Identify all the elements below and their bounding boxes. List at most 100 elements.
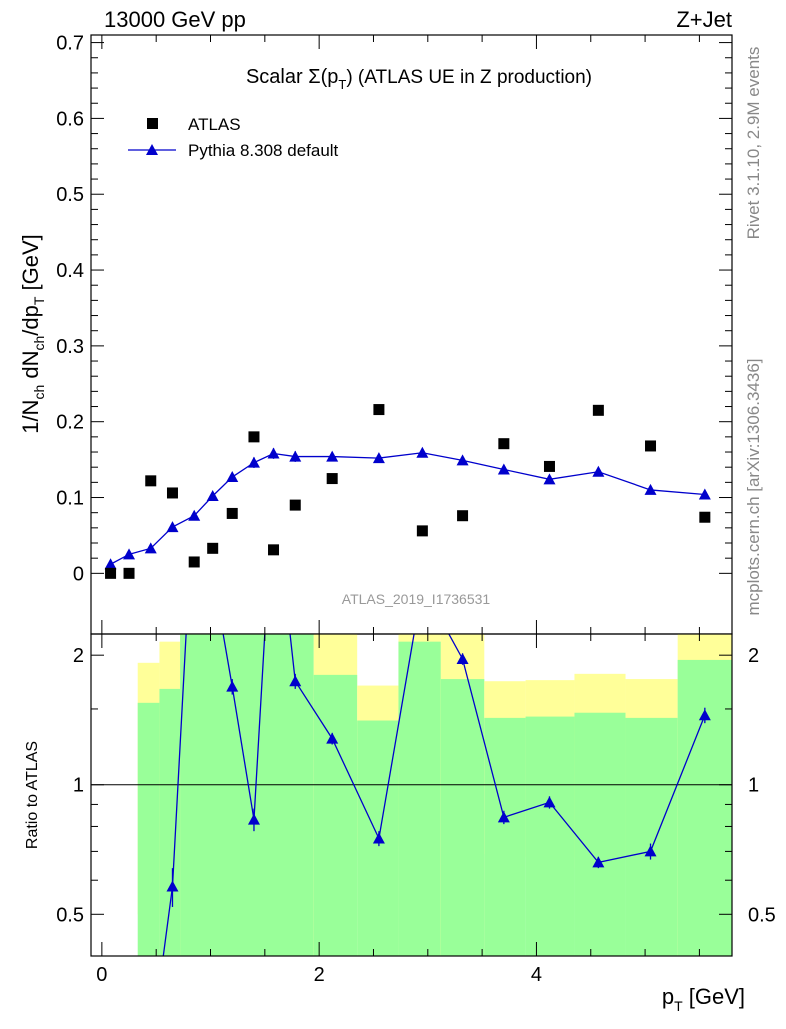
x-tick-label: 4 <box>531 964 542 986</box>
ylabel-s2: ch <box>31 336 47 351</box>
mc-point <box>104 558 117 570</box>
ratio-y-tick-label-right: 1 <box>748 775 759 797</box>
mc-point <box>543 473 556 485</box>
ratio-point <box>247 813 260 825</box>
main-title-a: Scalar Σ(p <box>246 66 338 88</box>
atlas-data-point <box>699 511 711 523</box>
uncertainty-band-green <box>180 634 314 956</box>
y-tick-label: 0.1 <box>56 488 84 510</box>
atlas-data-point <box>123 567 135 579</box>
uncertainty-band-green <box>484 717 526 956</box>
mc-point <box>372 452 385 464</box>
atlas-data-point <box>145 475 157 487</box>
atlas-data-point <box>166 487 178 499</box>
ratio-point <box>592 856 605 868</box>
atlas-data-point <box>592 404 604 416</box>
mc-series-line <box>110 452 705 565</box>
main-title-sub: T <box>338 77 346 92</box>
atlas-data-point <box>268 544 280 556</box>
header-right: Z+Jet <box>676 7 732 32</box>
ylabel-s3: T <box>31 296 47 305</box>
main-ylabel: 1/Nch dNch/dpT [GeV] <box>18 234 47 434</box>
rivet-label: Rivet 3.1.10, 2.9M events <box>744 47 763 240</box>
atlas-data-point <box>188 556 200 568</box>
ratio-point <box>289 675 302 687</box>
atlas-data-point <box>289 499 301 511</box>
x-tick-label: 0 <box>96 964 107 986</box>
legend-mc-marker <box>146 144 158 155</box>
ratio-point <box>543 796 556 808</box>
mc-point <box>166 521 179 533</box>
main-panel: 00.10.20.30.40.50.60.7 Scalar Σ(pT) (ATL… <box>18 33 733 635</box>
uncertainty-band-green <box>525 716 575 956</box>
x-axis-label: pT [GeV] <box>662 984 745 1014</box>
watermark: ATLAS_2019_I1736531 <box>342 591 491 607</box>
mc-point <box>289 450 302 462</box>
atlas-data-point <box>457 510 469 522</box>
atlas-data-point <box>543 460 555 472</box>
ratio-point <box>166 880 179 892</box>
ratio-point <box>698 709 711 721</box>
ratio-y-tick-label: 2 <box>73 645 84 667</box>
ratio-point <box>644 845 657 857</box>
atlas-data-point <box>498 438 510 450</box>
y-tick-label: 0.4 <box>56 260 84 282</box>
uncertainty-band-green <box>574 712 626 956</box>
ratio-point <box>372 832 385 844</box>
ratio-point <box>497 811 510 823</box>
y-tick-label: 0.6 <box>56 108 84 130</box>
ratio-point <box>326 732 339 744</box>
atlas-data-point <box>416 525 428 537</box>
ratio-panel: 0.5 0.5 1 1 2 2 0 2 4 Ratio to ATLAS pT [GeV] <box>24 633 776 1014</box>
mc-point <box>188 509 201 521</box>
atlas-data-point <box>207 542 219 554</box>
uncertainty-band-green <box>137 702 160 956</box>
ratio-point <box>456 652 469 664</box>
ylabel-s1: ch <box>31 385 47 400</box>
xlabel-a: p <box>662 984 674 1009</box>
legend-mc-label: Pythia 8.308 default <box>188 141 339 160</box>
mc-point <box>144 542 157 554</box>
uncertainty-band-green <box>398 641 441 956</box>
main-title-b: ) (ATLAS UE in Z production) <box>346 67 592 88</box>
mc-point <box>644 483 657 495</box>
mc-point <box>247 456 260 468</box>
ylabel-a: 1/N <box>18 400 43 434</box>
legend-data-label: ATLAS <box>188 115 241 134</box>
header-left: 13000 GeV pp <box>104 7 246 32</box>
ratio-point <box>226 680 239 692</box>
atlas-data-point <box>373 404 385 416</box>
mc-point <box>592 465 605 477</box>
y-tick-label: 0.3 <box>56 336 84 358</box>
uncertainty-band-green <box>440 679 485 956</box>
y-tick-label: 0.7 <box>56 33 84 55</box>
uncertainty-band-green <box>313 674 358 956</box>
x-tick-label: 2 <box>314 964 325 986</box>
mc-point <box>456 454 469 466</box>
ylabel-d: [GeV] <box>18 234 43 296</box>
mc-point <box>326 450 339 462</box>
mc-point <box>226 471 239 483</box>
atlas-data-point <box>226 507 238 519</box>
mc-point <box>416 446 429 458</box>
ratio-y-tick-label-right: 0.5 <box>748 904 776 926</box>
atlas-data-point <box>105 567 117 579</box>
atlas-data-point <box>248 431 260 443</box>
ratio-ylabel: Ratio to ATLAS <box>24 741 41 849</box>
ratio-y-tick-label: 1 <box>73 775 84 797</box>
uncertainty-band-green <box>625 717 678 956</box>
mcplots-label: mcplots.cern.ch [arXiv:1306.3436] <box>744 358 763 615</box>
mc-point <box>267 447 280 459</box>
y-tick-label: 0.5 <box>56 184 84 206</box>
ratio-y-tick-label: 0.5 <box>56 904 84 926</box>
uncertainty-band-green <box>677 659 732 956</box>
xlabel-b: [GeV] <box>683 984 745 1009</box>
uncertainty-band-green <box>159 688 181 956</box>
mc-point <box>123 548 136 560</box>
mc-point <box>698 488 711 500</box>
ratio-y-tick-label-right: 2 <box>748 645 759 667</box>
ratio-frame <box>90 633 733 957</box>
atlas-data-point <box>326 473 338 485</box>
mc-point <box>206 490 219 502</box>
